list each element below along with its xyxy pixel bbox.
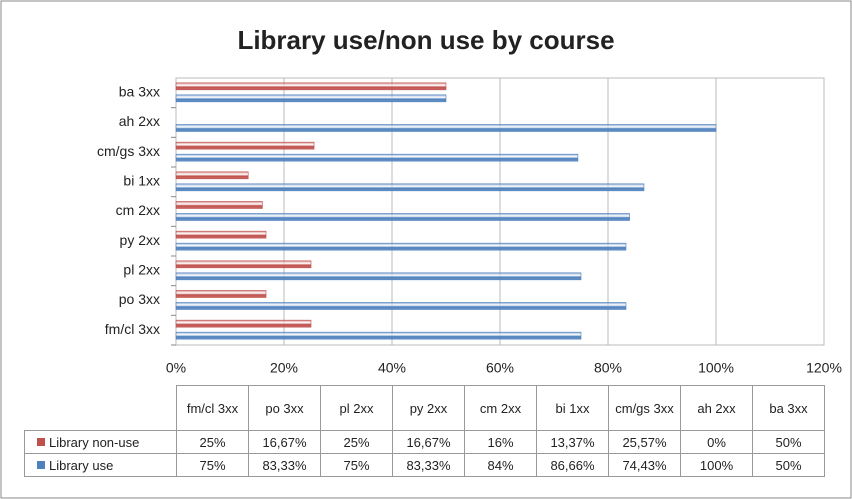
table-value: 16%: [464, 430, 537, 454]
bar: [175, 272, 582, 281]
table-value: 75%: [176, 453, 249, 477]
legend-label: Library use: [49, 457, 114, 473]
legend-swatch: [37, 438, 45, 446]
y-tick-label: ba 3xx: [119, 84, 160, 100]
x-tick-label: 0%: [166, 360, 186, 376]
table-header: bi 1xx: [536, 385, 609, 431]
bar: [175, 171, 249, 180]
bar: [175, 331, 582, 340]
x-tick-label: 100%: [698, 360, 734, 376]
legend-swatch: [37, 461, 45, 469]
table-header: po 3xx: [248, 385, 321, 431]
table-value: 84%: [464, 453, 537, 477]
x-tick-label: 120%: [806, 360, 842, 376]
bar: [175, 319, 312, 328]
table-value: 25%: [176, 430, 249, 454]
bar: [175, 290, 267, 298]
table-value: 50%: [752, 453, 825, 477]
y-tick-label: py 2xx: [120, 232, 160, 248]
y-tick-label: ah 2xx: [119, 113, 160, 129]
table-value: 16,67%: [248, 430, 321, 454]
table-value: 100%: [680, 453, 753, 477]
bar: [175, 242, 627, 251]
table-header: cm 2xx: [464, 385, 537, 431]
bar: [175, 94, 447, 103]
table-value: 86,66%: [536, 453, 609, 477]
bar: [175, 183, 645, 192]
table-header: ba 3xx: [752, 385, 825, 431]
bar: [175, 82, 447, 91]
legend-entry: Library non-use: [24, 430, 177, 454]
bar: [175, 141, 315, 150]
table-header: cm/gs 3xx: [608, 385, 681, 431]
y-tick-label: bi 1xx: [123, 173, 160, 189]
bar: [175, 153, 579, 162]
x-tick-label: 80%: [594, 360, 622, 376]
bar: [175, 201, 263, 209]
y-tick-label: cm/gs 3xx: [97, 143, 160, 159]
table-value: 13,37%: [536, 430, 609, 454]
y-tick-label: cm 2xx: [116, 202, 160, 218]
y-tick-label: fm/cl 3xx: [105, 321, 160, 337]
y-tick-label: pl 2xx: [123, 262, 160, 278]
table-header: fm/cl 3xx: [176, 385, 249, 431]
table-value: 50%: [752, 430, 825, 454]
bar: [175, 230, 267, 239]
table-value: 25%: [320, 430, 393, 454]
table-value: 74,43%: [608, 453, 681, 477]
table-value: 16,67%: [392, 430, 465, 454]
table-header: pl 2xx: [320, 385, 393, 431]
bar: [175, 260, 312, 269]
chart-title: Library use/non use by course: [237, 25, 614, 55]
table-value: 83,33%: [392, 453, 465, 477]
table-value: 25,57%: [608, 430, 681, 454]
x-tick-label: 40%: [378, 360, 406, 376]
legend-label: Library non-use: [49, 434, 140, 450]
legend-entry: Library use: [24, 453, 177, 477]
table-header: ah 2xx: [680, 385, 753, 431]
table-value: 75%: [320, 453, 393, 477]
bar: [175, 124, 717, 132]
table-value: 83,33%: [248, 453, 321, 477]
bar: [175, 302, 627, 310]
table-value: 0%: [680, 430, 753, 454]
x-tick-label: 60%: [486, 360, 514, 376]
table-header: py 2xx: [392, 385, 465, 431]
y-tick-label: po 3xx: [119, 291, 160, 307]
bar: [175, 213, 630, 221]
x-tick-label: 20%: [270, 360, 298, 376]
